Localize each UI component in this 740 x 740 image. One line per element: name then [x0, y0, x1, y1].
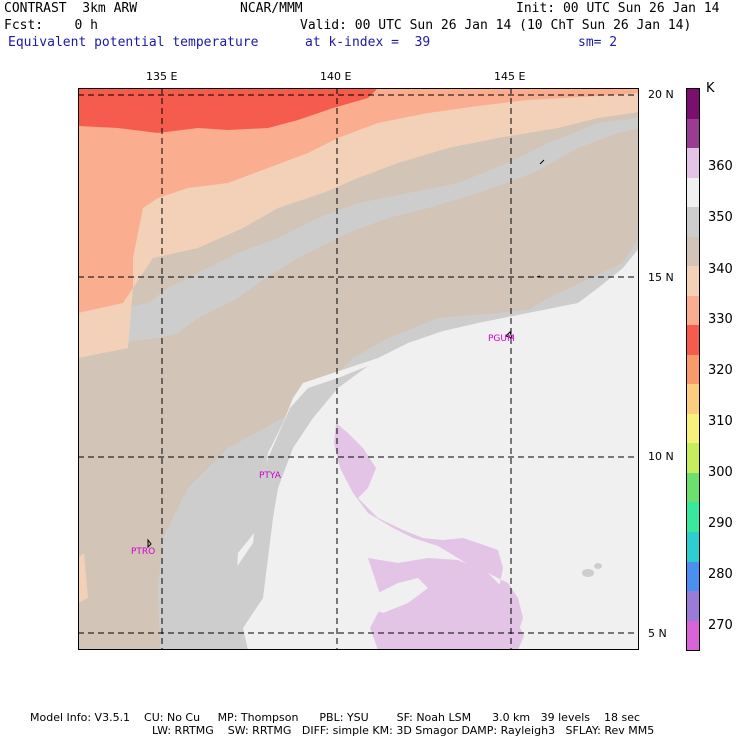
- theta-e-band-red: [78, 88, 378, 133]
- colorbar-swatch: [687, 295, 699, 326]
- level-label: at k-index = 39: [305, 35, 431, 50]
- colorbar-swatch: [687, 443, 699, 473]
- lon-label-145: 145 E: [494, 70, 526, 83]
- colorbar-swatch: [687, 502, 699, 532]
- colorbar-label-270: 270: [708, 618, 733, 633]
- colorbar-unit: K: [706, 81, 715, 96]
- field-name: Equivalent potential temperature: [8, 35, 259, 50]
- theta-e-grey-tongue: [228, 366, 368, 650]
- colorbar-label-280: 280: [708, 567, 733, 582]
- grey-patch-2: [594, 563, 602, 569]
- colorbar-swatch: [687, 207, 699, 237]
- lat-lon-grid: [78, 88, 639, 650]
- forecast-hour: Fcst: 0 h: [4, 18, 98, 33]
- colorbar-label-350: 350: [708, 210, 733, 225]
- theta-e-band-white: [228, 248, 639, 650]
- guam-coastline: [505, 331, 513, 339]
- lat-label-5n: 5 N: [648, 627, 667, 640]
- station-ptya: PTYA: [259, 471, 282, 481]
- lat-label-15n: 15 N: [648, 271, 674, 284]
- center-label: NCAR/MMM: [240, 1, 303, 16]
- colorbar-swatch: [687, 354, 699, 385]
- lat-label-10n: 10 N: [648, 450, 674, 463]
- colorbar-label-300: 300: [708, 465, 733, 480]
- smoothing-label: sm= 2: [578, 35, 618, 50]
- palau-coastline: [147, 538, 152, 549]
- lon-label-140: 140 E: [320, 70, 352, 83]
- lon-label-135: 135 E: [146, 70, 178, 83]
- colorbar-swatch: [687, 472, 699, 503]
- island-marker: [539, 159, 545, 165]
- colorbar-swatch: [687, 236, 699, 267]
- colorbar-label-290: 290: [708, 516, 733, 531]
- colorbar-swatch: [687, 177, 699, 208]
- theta-e-white-patch: [370, 578, 428, 613]
- colorbar: [686, 88, 700, 651]
- colorbar-swatch: [687, 531, 699, 562]
- map-border: [78, 88, 639, 650]
- init-time: Init: 00 UTC Sun 26 Jan 14: [516, 1, 720, 16]
- colorbar-label-360: 360: [708, 159, 733, 174]
- model-title: CONTRAST 3km ARW: [4, 1, 138, 16]
- colorbar-label-320: 320: [708, 363, 733, 378]
- footer-physics-info: LW: RRTMG SW: RRTMG DIFF: simple KM: 3D …: [152, 724, 655, 737]
- footer-model-info: Model Info: V3.5.1 CU: No Cu MP: Thompso…: [30, 711, 641, 724]
- colorbar-swatch: [687, 89, 699, 119]
- lat-label-20n: 20 N: [648, 88, 674, 101]
- valid-time: Valid: 00 UTC Sun 26 Jan 14 (10 ChT Sun …: [300, 18, 692, 33]
- grey-patch-1: [582, 569, 594, 577]
- colorbar-label-310: 310: [708, 414, 733, 429]
- colorbar-label-340: 340: [708, 262, 733, 277]
- colorbar-swatch: [687, 620, 699, 651]
- colorbar-swatch: [687, 413, 699, 444]
- theta-e-west-strip: [78, 553, 88, 603]
- colorbar-swatch: [687, 266, 699, 296]
- colorbar-swatch: [687, 561, 699, 592]
- colorbar-swatch: [687, 591, 699, 621]
- station-pgum: PGUM: [488, 334, 515, 344]
- colorbar-swatch: [687, 325, 699, 355]
- colorbar-swatch: [687, 384, 699, 414]
- colorbar-label-330: 330: [708, 312, 733, 327]
- theta-e-band-salmon: [78, 88, 639, 313]
- colorbar-swatch: [687, 118, 699, 149]
- colorbar-swatch: [687, 148, 699, 178]
- map-panel: PGUM PTYA PTRO: [78, 88, 639, 650]
- station-ptro: PTRO: [131, 547, 155, 557]
